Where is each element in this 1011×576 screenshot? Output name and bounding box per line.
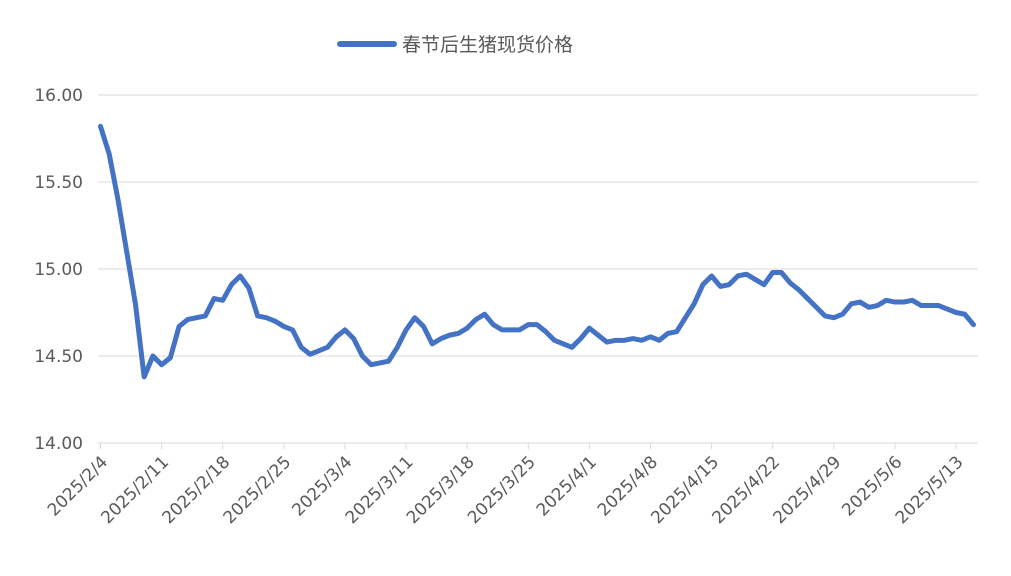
series-line bbox=[98, 123, 976, 380]
y-tick-label: 15.00 bbox=[34, 260, 83, 280]
y-tick-label: 16.00 bbox=[34, 86, 83, 106]
x-tick-label: 2025/4/1 bbox=[533, 452, 601, 520]
y-tick-label: 14.50 bbox=[34, 347, 83, 367]
y-tick-label: 15.50 bbox=[34, 173, 83, 193]
series-layer bbox=[98, 123, 976, 380]
y-tick-label: 14.00 bbox=[34, 434, 83, 454]
x-axis-tick-labels: 2025/2/42025/2/112025/2/182025/2/252025/… bbox=[44, 452, 968, 528]
legend-label: 春节后生猪现货价格 bbox=[402, 34, 573, 56]
y-axis-tick-labels: 14.00 14.50 15.00 15.50 16.00 bbox=[34, 86, 83, 454]
legend: 春节后生猪现货价格 bbox=[337, 34, 573, 56]
gridlines bbox=[98, 94, 978, 357]
x-axis bbox=[98, 442, 978, 449]
